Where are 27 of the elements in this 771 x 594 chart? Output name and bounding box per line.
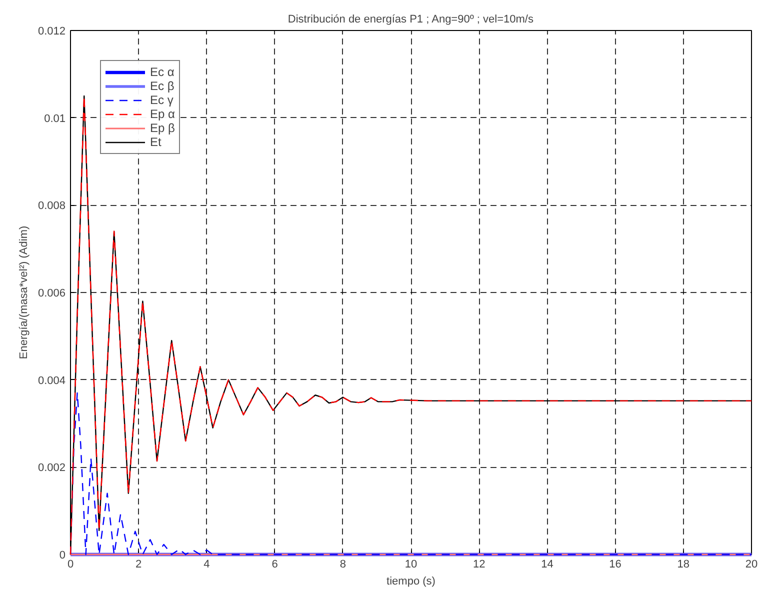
legend-label: Ec β <box>150 79 174 93</box>
x-tick-label: 18 <box>677 558 690 570</box>
x-tick-label: 6 <box>272 558 278 570</box>
y-tick-label: 0.008 <box>38 200 66 212</box>
legend-label: Ep β <box>150 121 175 135</box>
y-tick-label: 0 <box>59 550 66 562</box>
legend-label: Ep α <box>150 107 175 121</box>
x-tick-label: 14 <box>541 558 554 570</box>
legend-label: Ec α <box>150 65 174 79</box>
y-tick-label: 0.006 <box>38 288 66 300</box>
x-tick-label: 4 <box>204 558 210 570</box>
y-tick-label: 0.012 <box>38 26 66 38</box>
legend-label: Et <box>150 135 162 149</box>
x-tick-label: 12 <box>472 558 486 570</box>
x-tick-label: 8 <box>340 558 346 570</box>
x-tick-label: 10 <box>404 558 418 570</box>
legend-label: Ec γ <box>150 93 174 107</box>
x-tick-label: 20 <box>745 558 758 570</box>
y-tick-label: 0.01 <box>44 112 66 125</box>
y-tick-label: 0.004 <box>38 374 66 387</box>
x-axis-title: tiempo (s) <box>386 576 436 588</box>
y-tick-label: 0.002 <box>38 462 66 474</box>
x-tick-label: 16 <box>609 558 622 570</box>
x-tick-label: 0 <box>67 558 74 570</box>
chart-title: Distribución de energías P1 ; Ang=90º ; vel=10m/s <box>288 14 534 26</box>
x-tick-label: 2 <box>136 558 142 570</box>
y-axis-title: Energía/(masa*vel²) (Adim) <box>18 226 30 360</box>
